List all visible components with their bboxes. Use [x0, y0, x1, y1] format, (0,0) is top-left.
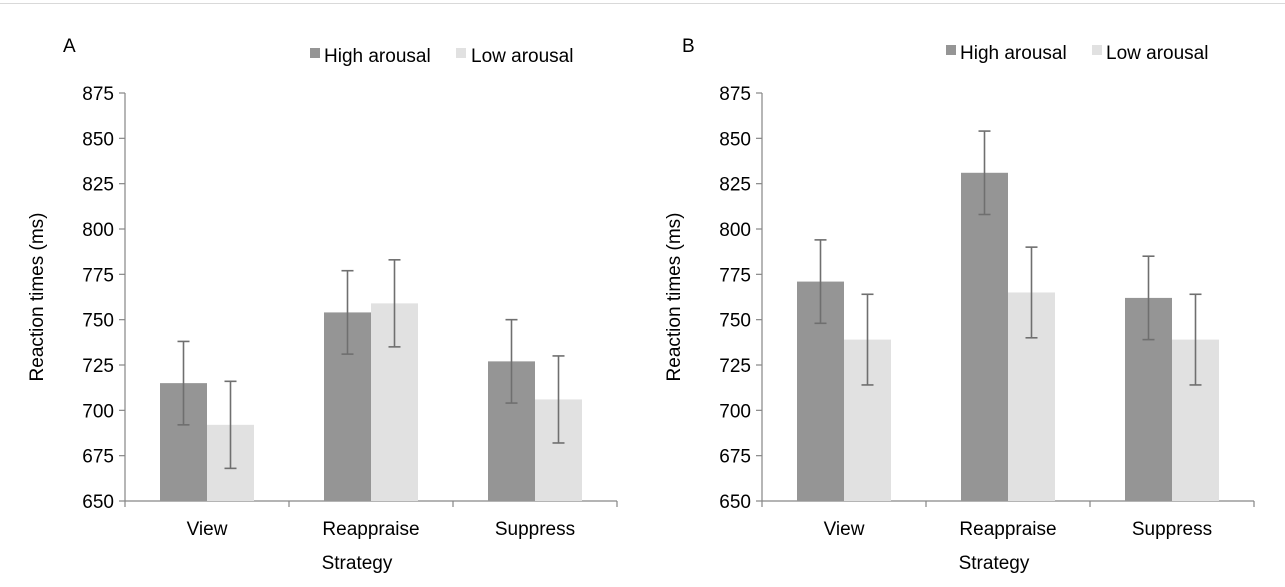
- legend: High arousal Low arousal: [946, 43, 1208, 64]
- x-tick-label: Suppress: [1132, 519, 1212, 540]
- y-tick-label: 825: [719, 175, 751, 196]
- y-tick-label: 700: [82, 401, 114, 422]
- x-tick-label: View: [187, 519, 228, 540]
- top-border-line: [0, 3, 1285, 4]
- y-tick-label: 725: [719, 356, 751, 377]
- chart-panel-a: A High arousal Low arousal Reaction time…: [0, 0, 640, 582]
- legend-swatch-low-arousal: [456, 48, 466, 58]
- chart-panel-b: B High arousal Low arousal Reaction time…: [636, 0, 1276, 582]
- y-tick-label: 775: [82, 265, 114, 286]
- y-tick-label: 775: [719, 265, 751, 286]
- x-tick-label: Reappraise: [322, 519, 419, 540]
- y-tick-label: 800: [719, 220, 751, 241]
- x-axis-label: Strategy: [959, 553, 1030, 574]
- panel-label: B: [682, 36, 695, 57]
- chart-a-svg: A High arousal Low arousal Reaction time…: [27, 36, 618, 574]
- legend-swatch-low-arousal: [1092, 45, 1102, 55]
- legend-swatch-high-arousal: [310, 48, 320, 58]
- y-tick-label: 725: [82, 356, 114, 377]
- y-axis-label: Reaction times (ms): [27, 213, 48, 382]
- y-tick-label: 875: [719, 84, 751, 105]
- y-tick-label: 650: [719, 492, 751, 513]
- plot-area: 650 675 700 725 750 775 800 825 850 875 View Reappr…: [82, 84, 618, 540]
- y-axis-label: Reaction times (ms): [664, 213, 685, 382]
- x-tick-label: Suppress: [495, 519, 575, 540]
- y-tick-label: 825: [82, 175, 114, 196]
- x-tick-label: View: [824, 519, 865, 540]
- legend-label-high-arousal: High arousal: [324, 46, 431, 67]
- plot-area: 650 675 700 725 750 775 800 825 850 875 View Reappr…: [719, 84, 1255, 540]
- y-tick-label: 675: [82, 447, 114, 468]
- legend-label-high-arousal: High arousal: [960, 43, 1067, 64]
- y-tick-label: 750: [719, 311, 751, 332]
- chart-b-svg: B High arousal Low arousal Reaction time…: [664, 36, 1255, 574]
- y-tick-label: 850: [82, 129, 114, 150]
- y-tick-label: 850: [719, 129, 751, 150]
- legend: High arousal Low arousal: [310, 46, 573, 67]
- y-tick-label: 800: [82, 220, 114, 241]
- y-tick-label: 875: [82, 84, 114, 105]
- x-tick-label: Reappraise: [959, 519, 1056, 540]
- legend-swatch-high-arousal: [946, 45, 956, 55]
- y-tick-label: 675: [719, 447, 751, 468]
- y-tick-label: 700: [719, 401, 751, 422]
- legend-label-low-arousal: Low arousal: [471, 46, 573, 67]
- x-axis-label: Strategy: [322, 553, 393, 574]
- y-tick-label: 750: [82, 311, 114, 332]
- bar-high-arousal: [961, 172, 1008, 501]
- panel-label: A: [63, 36, 76, 57]
- y-tick-label: 650: [82, 492, 114, 513]
- legend-label-low-arousal: Low arousal: [1106, 43, 1208, 64]
